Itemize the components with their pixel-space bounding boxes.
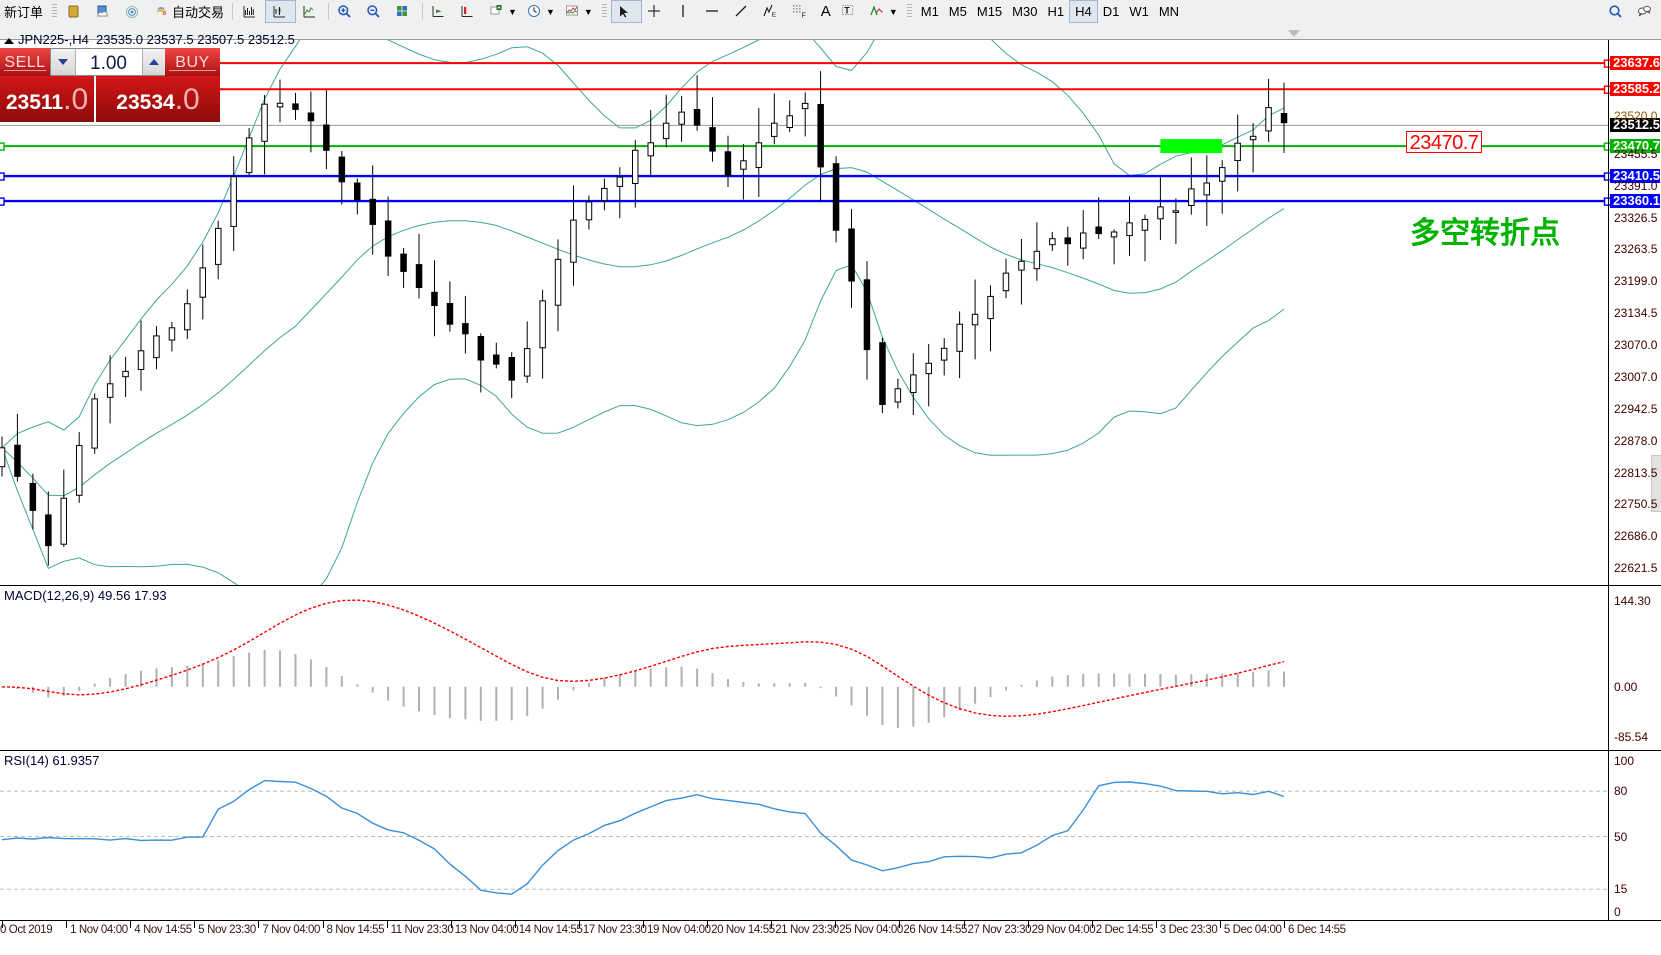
svg-text:多空转折点: 多空转折点 bbox=[1410, 217, 1560, 250]
svg-text:T: T bbox=[844, 5, 850, 15]
svg-text:E: E bbox=[772, 11, 777, 18]
svg-text:F: F bbox=[801, 12, 805, 19]
